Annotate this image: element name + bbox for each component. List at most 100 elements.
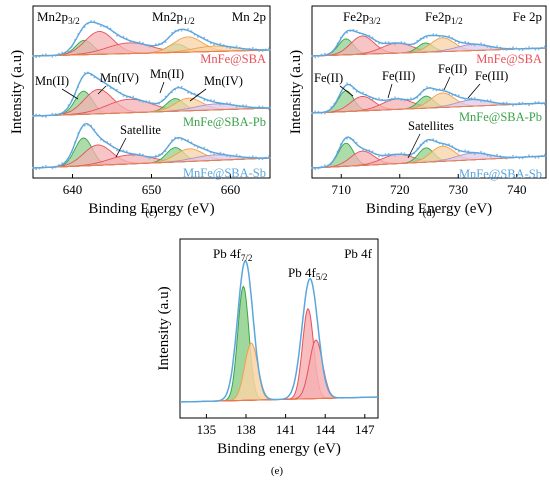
raw-data-point: [346, 82, 348, 84]
envelope-fit-line: [312, 29, 546, 57]
raw-data-point: [441, 88, 444, 90]
raw-data-point: [400, 152, 403, 154]
raw-data-point: [403, 152, 406, 155]
raw-data-point: [251, 108, 254, 110]
envelope-fit-line: [180, 259, 378, 403]
raw-data-point: [394, 155, 396, 157]
peak-label-1-2-subscript: 1/2: [183, 16, 195, 26]
raw-data-point: [512, 46, 514, 49]
x-tick-label: 660: [221, 182, 241, 197]
raw-data-point: [473, 97, 476, 99]
raw-data-point: [100, 78, 102, 80]
sample-name: MnFe@SBA-Pb: [183, 115, 266, 129]
raw-data-point: [229, 47, 232, 50]
raw-data-point: [258, 105, 261, 108]
peak-label-3-2: Fe2p3/2: [343, 9, 381, 26]
raw-data-point: [148, 100, 151, 102]
raw-data-point: [457, 94, 460, 97]
raw-data-point: [51, 56, 54, 58]
raw-data-point: [426, 36, 428, 39]
raw-data-point: [480, 150, 482, 153]
raw-data-point: [187, 28, 190, 30]
raw-data-point: [387, 152, 390, 155]
peak-label-7-2-subscript: 7/2: [241, 253, 253, 263]
raw-data-point: [314, 168, 317, 171]
raw-data-point: [537, 48, 540, 51]
annotation-leader: [115, 137, 127, 158]
raw-data-point: [180, 138, 183, 141]
raw-data-point: [116, 149, 118, 152]
raw-data-point: [410, 97, 412, 99]
raw-data-point: [432, 33, 435, 35]
peak-label-1-2: Mn2p1/2: [152, 9, 195, 26]
raw-data-point: [400, 99, 403, 102]
raw-data-point: [496, 103, 498, 106]
raw-data-point: [384, 100, 387, 103]
raw-data-point: [426, 140, 428, 143]
sample-name: MnFe@SBA: [476, 52, 542, 66]
sample-name: MnFe@SBA: [200, 52, 266, 66]
raw-data-point: [473, 44, 476, 47]
background-line: [32, 49, 271, 57]
raw-data-point: [448, 35, 451, 37]
peak-label-5-2-subscript: 5/2: [316, 272, 328, 282]
raw-data-point: [480, 100, 482, 103]
state-annotation: Mn(IV): [204, 74, 243, 88]
envelope-fit-line: [312, 83, 546, 114]
element-label: Pb 4f: [344, 246, 372, 261]
annotation-leader: [443, 76, 451, 91]
raw-data-point: [448, 93, 451, 95]
y-axis-label: Intensity (a.u): [156, 286, 172, 370]
raw-data-point: [521, 49, 524, 51]
raw-data-point: [51, 112, 54, 115]
raw-data-point: [362, 34, 364, 37]
raw-data-point: [502, 48, 505, 51]
raw-data-point: [35, 56, 38, 59]
raw-data-point: [180, 29, 183, 32]
raw-data-point: [480, 42, 482, 45]
raw-data-point: [534, 48, 537, 51]
raw-data-point: [242, 49, 245, 51]
state-annotation: Mn(II): [150, 67, 184, 81]
annotation-leader: [339, 85, 354, 97]
raw-data-point: [378, 155, 380, 158]
raw-data-point: [45, 116, 47, 118]
x-tick-label: 740: [507, 182, 527, 197]
fit-component-peak: [32, 137, 271, 169]
raw-data-point: [45, 53, 47, 56]
raw-data-point: [35, 168, 38, 171]
raw-data-point: [323, 52, 326, 55]
envelope-fit-line: [311, 136, 547, 169]
raw-data-point: [537, 101, 540, 103]
raw-data-point: [432, 89, 435, 91]
raw-data-point: [196, 36, 199, 38]
raw-data-point: [505, 49, 508, 51]
state-annotation: Fe(II): [438, 62, 467, 76]
raw-data-point: [132, 95, 135, 98]
raw-data-point: [394, 96, 396, 99]
raw-data-point: [268, 108, 270, 111]
y-axis-label: Intensity (a.u): [288, 50, 304, 134]
raw-data-point: [505, 101, 508, 104]
raw-data-point: [258, 158, 261, 161]
panel-label: (d): [423, 207, 436, 219]
raw-data-point: [268, 155, 270, 158]
raw-data-point: [489, 47, 492, 49]
raw-data-point: [258, 50, 261, 52]
annotation-leader: [159, 81, 165, 94]
raw-data-point: [148, 46, 151, 48]
raw-data-point: [544, 103, 546, 106]
raw-data-point: [235, 153, 238, 156]
peak-label-1-2-main: Mn2p: [152, 9, 183, 24]
raw-data-point: [432, 138, 435, 141]
raw-data-point: [394, 43, 396, 46]
raw-data-point: [403, 41, 406, 44]
fit-component-peak: [179, 285, 379, 403]
raw-data-point: [378, 97, 380, 100]
plot-frame: [179, 238, 379, 419]
fit-component-peak: [179, 342, 379, 403]
raw-data-point: [518, 49, 521, 51]
raw-data-point: [346, 137, 348, 140]
raw-data-point: [100, 25, 102, 28]
